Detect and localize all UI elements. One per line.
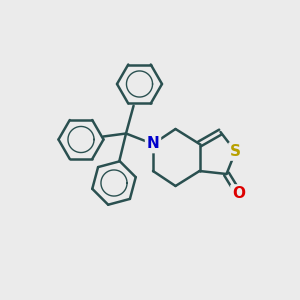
- Text: O: O: [232, 186, 245, 201]
- Text: S: S: [230, 144, 241, 159]
- Text: N: N: [147, 136, 159, 152]
